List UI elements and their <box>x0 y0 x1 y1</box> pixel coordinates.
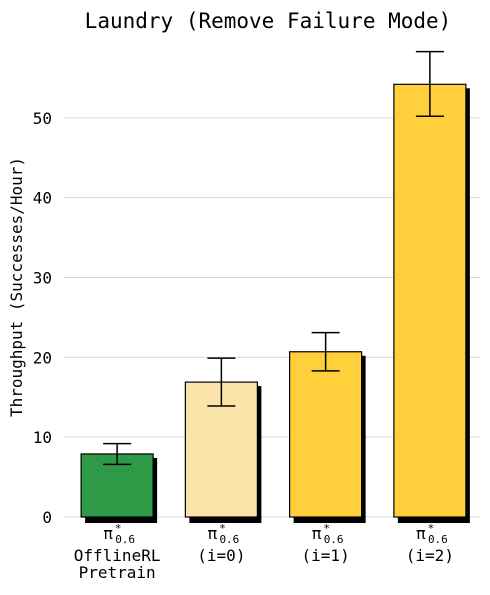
y-tick-label: 20 <box>33 348 52 367</box>
category-superscript: * <box>428 522 435 535</box>
category-line: (i=1) <box>302 546 350 565</box>
category-line: (i=0) <box>197 546 245 565</box>
y-tick-label: 30 <box>33 269 52 288</box>
category-subscript: 0.6 <box>115 533 135 546</box>
bars <box>80 83 470 524</box>
category-superscript: * <box>323 522 330 535</box>
error-bars <box>103 50 444 466</box>
bar <box>393 83 467 518</box>
x-category-label: π *0.6(i=2) <box>406 522 454 565</box>
category-symbol: π <box>103 524 113 543</box>
category-symbol: π <box>312 524 322 543</box>
category-line: Pretrain <box>79 563 156 582</box>
category-subscript: 0.6 <box>324 533 344 546</box>
chart-title: Laundry (Remove Failure Mode) <box>85 9 452 33</box>
x-category-label: π *0.6(i=0) <box>197 522 245 565</box>
y-tick-label: 50 <box>33 109 52 128</box>
bar <box>289 351 363 518</box>
category-symbol: π <box>416 524 426 543</box>
category-superscript: * <box>219 522 226 535</box>
category-line: (i=2) <box>406 546 454 565</box>
y-tick-label: 0 <box>42 508 52 527</box>
category-line: OfflineRL <box>74 546 161 565</box>
category-superscript: * <box>115 522 122 535</box>
y-tick-label: 40 <box>33 189 52 208</box>
x-category-label: π *0.6(i=1) <box>302 522 350 565</box>
category-subscript: 0.6 <box>219 533 239 546</box>
y-axis-ticks: 0 10 20 30 40 50 <box>33 109 52 527</box>
category-symbol: π <box>208 524 218 543</box>
y-tick-label: 10 <box>33 428 52 447</box>
y-axis-label: Throughput (Successes/Hour) <box>7 157 26 417</box>
category-subscript: 0.6 <box>428 533 448 546</box>
